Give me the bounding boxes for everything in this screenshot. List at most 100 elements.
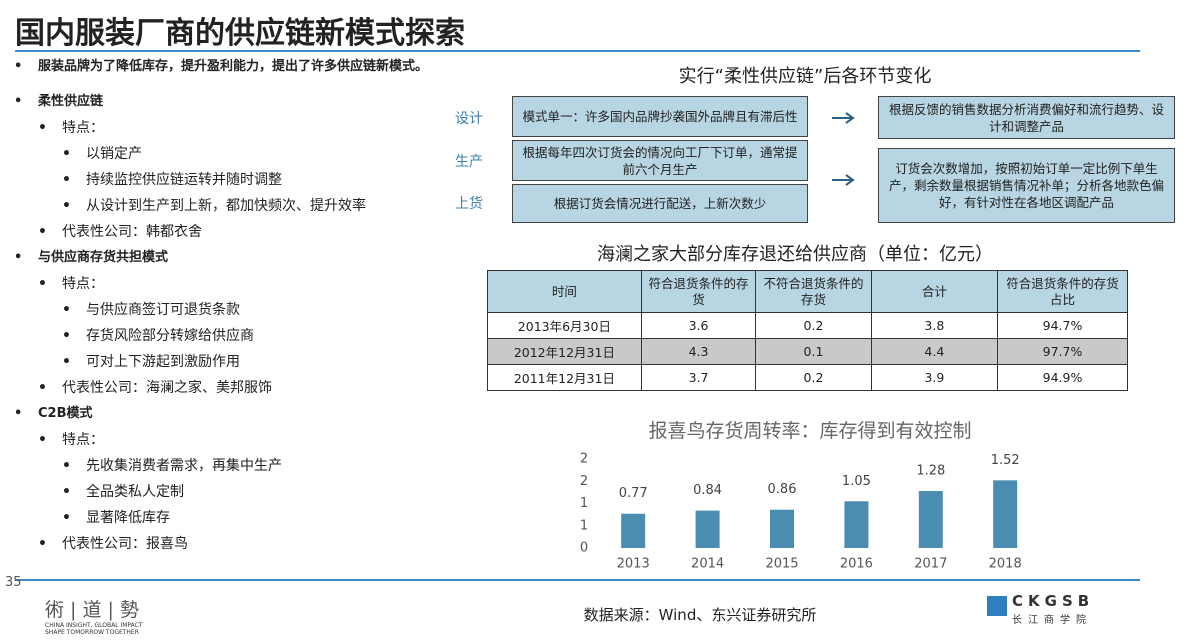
table-cell: 94.9% [997,364,1128,391]
bullet-text: 先收集消费者需求，再集中生产 [86,458,282,474]
bullet-text: 从设计到生产到上新，都加快频次、提升效率 [86,198,366,214]
y-tick-label: 2 [580,452,588,467]
bar [918,491,943,548]
bullet-text: 代表性公司：韩都衣舍 [62,224,202,240]
bullet-list: • 服装品牌为了降低库存，提升盈利能力，提出了许多供应链新模式。 • 柔性供应链 • 特点… [0,58,480,560]
before-box: 根据每年四次订货会的情况向工厂下订单，通常提前六个月生产 [512,140,808,181]
bullet-text: C2B模式 [38,406,93,421]
logo-right: CKGSB [1012,592,1095,610]
bullet-dot: • [38,536,47,552]
chart-title: 报喜鸟存货周转率：库存得到有效控制 [648,420,972,442]
x-tick-label: 2016 [840,557,873,572]
bullet-item: • 显著降低库存 [62,508,458,534]
bullet-dot: • [38,380,47,396]
bullet-item: • 特点： [38,274,458,300]
bullet-dot: • [62,198,71,214]
bullet-text: 持续监控供应链运转并随时调整 [86,172,282,188]
tagline-2: SHAPE TOMORROW TOGETHER [45,629,139,636]
before-box: 模式单一：许多国内品牌抄袭国外品牌且有滞后性 [512,96,808,137]
x-tick-label: 2015 [765,557,798,572]
bar [993,480,1018,548]
x-tick-label: 2013 [617,557,650,572]
bullet-dot: • [14,59,23,74]
x-tick-label: 2018 [989,557,1022,572]
bullet-item: • 存货风险部分转嫁给供应商 [62,326,458,352]
bar-chart: 0 1 1 2 2 0.77 2013 0.84 2014 0.86 2015 1.05 2016 1.2… [580,452,1022,572]
source: 数据来源：Wind、东兴证券研究所 [583,606,817,624]
arrow [832,174,855,186]
bullet-text: 可对上下游起到激励作用 [86,354,240,370]
header-cell: 合计 [870,270,999,313]
bullet-dot: • [62,458,71,474]
bar [844,501,869,548]
table-cell: 3.8 [870,312,999,339]
title: 国内服装厂商的供应链新模式探索 [15,16,465,51]
bullet-dot: • [38,120,47,136]
bullet-dot: • [14,250,23,265]
x-tick-label: 2014 [691,557,724,572]
bullet-dot: • [62,146,71,162]
bullet-item: • C2B模式 [14,404,458,430]
header-row: 时间 符合退货条件的存货 不符合退货条件的存货 合计 符合退货条件的存货占比 [487,270,1128,313]
table-row: 2012年12月31日 4.3 0.1 4.4 97.7% [487,338,1128,365]
table-cell: 4.3 [640,338,757,365]
value-label: 1.52 [991,453,1020,468]
value-label: 0.84 [693,483,722,498]
bullet-item: • 与供应商存货共担模式 [14,248,458,274]
value-label: 1.28 [916,464,945,479]
after-box: 根据反馈的销售数据分析消费偏好和流行趋势、设计和调整产品 [878,96,1175,139]
after-box: 订货会次数增加，按照初始订单一定比例下单生产，剩余数量根据销售情况补单；分析各地… [878,148,1175,223]
bullet-dot: • [62,354,71,370]
bullet-item: • 服装品牌为了降低库存，提升盈利能力，提出了许多供应链新模式。 [14,58,458,92]
table-cell: 2013年6月30日 [487,312,642,339]
header-cell: 不符合退货条件的存货 [755,270,872,313]
bullet-dot: • [62,484,71,500]
bullet-item: • 可对上下游起到激励作用 [62,352,458,378]
bullet-dot: • [62,328,71,344]
header-cell: 符合退货条件的存货 [640,270,757,313]
table-cell: 94.7% [997,312,1128,339]
table-title: 海澜之家大部分库存退还给供应商（单位：亿元） [597,244,993,265]
page-number: 35 [5,575,22,590]
logo-icon [987,596,1007,616]
bullet-item: • 与供应商签订可退货条款 [62,300,458,326]
logo-left: 術 | 道 | 勢 [45,599,139,621]
value-label: 0.86 [768,482,797,497]
bullet-item: • 以销定产 [62,144,458,170]
y-tick-label: 1 [580,518,588,533]
bullet-text: 显著降低库存 [86,510,170,526]
bullet-text: 特点： [62,276,104,292]
table-cell: 2012年12月31日 [487,338,642,365]
before-box: 根据订货会情况进行配送，上新次数少 [512,184,808,223]
bullet-text: 特点： [62,432,104,448]
y-tick-label: 1 [580,496,588,511]
bullet-text: 服装品牌为了降低库存，提升盈利能力，提出了许多供应链新模式。 [38,59,429,74]
bullet-dot: • [38,276,47,292]
bullet-dot: • [38,432,47,448]
table-cell: 3.9 [870,364,999,391]
tagline-1: CHINA INSIGHT, GLOBAL IMPACT [45,622,143,629]
bullet-item: • 全品类私人定制 [62,482,458,508]
bullet-item: • 持续监控供应链运转并随时调整 [62,170,458,196]
tagline: CHINA INSIGHT, GLOBAL IMPACT SHAPE TOMORR… [45,622,142,636]
bullet-dot: • [14,94,23,109]
bullet-item: • 柔性供应链 [14,92,458,118]
logo-right-cn: 长江商学院 [1012,615,1092,626]
header-cell: 时间 [487,270,642,313]
bullet-item: • 从设计到生产到上新，都加快频次、提升效率 [62,196,458,222]
header-cell: 符合退货条件的存货占比 [997,270,1128,313]
bullet-item: • 代表性公司：韩都衣舍 [38,222,458,248]
bullet-dot: • [62,302,71,318]
value-label: 1.05 [842,474,871,489]
y-tick-label: 0 [580,541,588,556]
bar [770,509,794,548]
stage-label: 设计 [455,111,483,127]
table-cell: 2011年12月31日 [487,364,642,391]
value-label: 0.77 [619,486,648,501]
bullet-text: 特点： [62,120,104,136]
bullet-text: 代表性公司：海澜之家、美邦服饰 [62,380,272,396]
bullet-text: 存货风险部分转嫁给供应商 [86,328,254,344]
bullet-text: 与供应商存货共担模式 [38,250,169,265]
bullet-item: • 代表性公司：报喜鸟 [38,534,458,560]
